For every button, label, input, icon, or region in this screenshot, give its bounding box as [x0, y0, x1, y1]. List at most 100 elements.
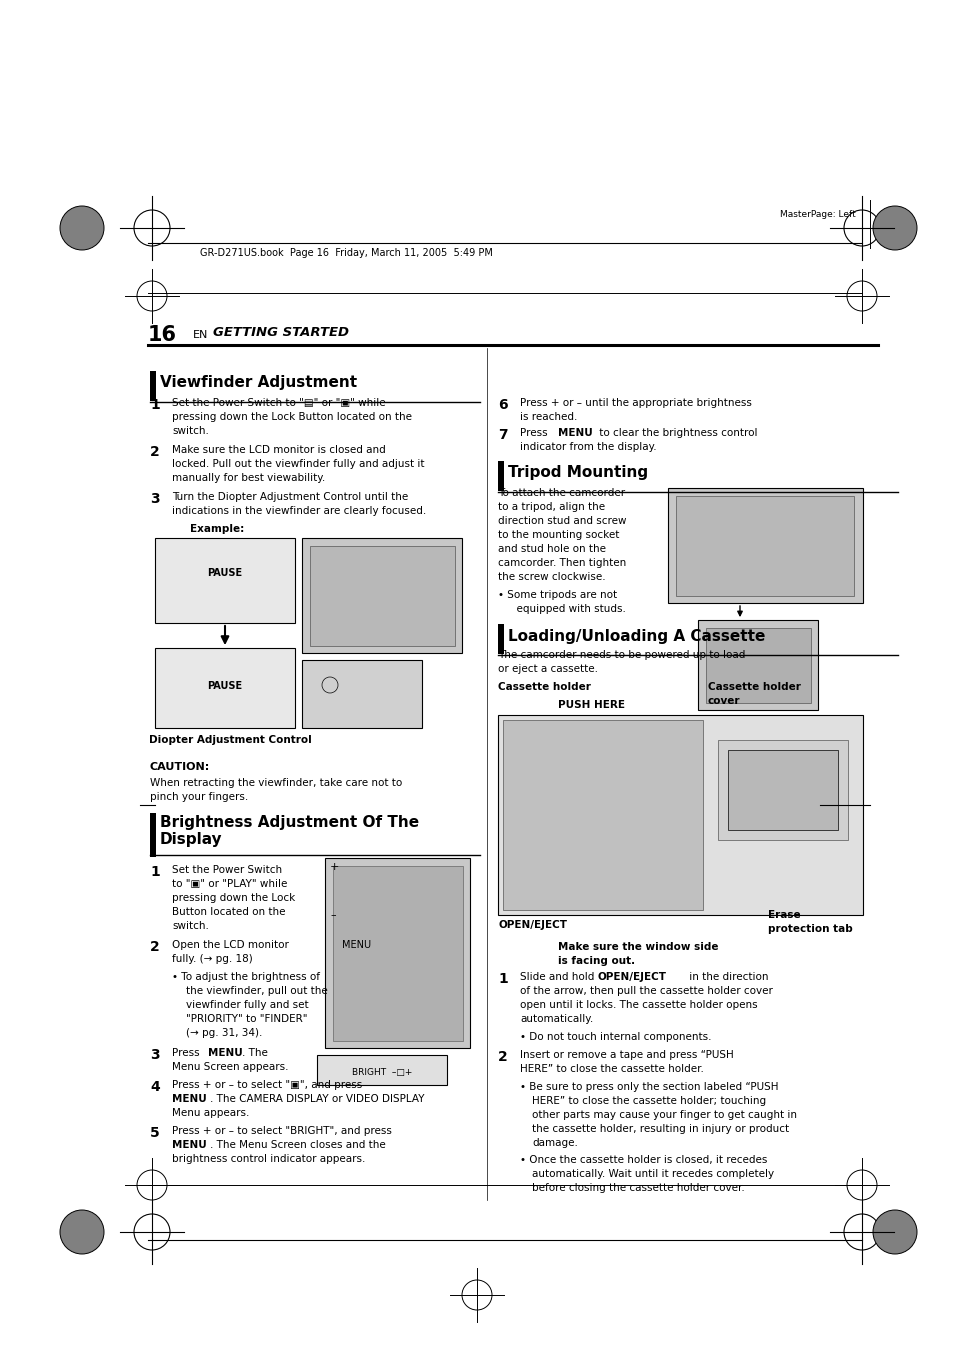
Text: 16: 16 — [148, 326, 177, 345]
Text: to clear the brightness control: to clear the brightness control — [596, 428, 757, 438]
Text: 4: 4 — [150, 1079, 159, 1094]
Text: Tripod Mounting: Tripod Mounting — [507, 466, 647, 481]
Text: Diopter Adjustment Control: Diopter Adjustment Control — [149, 735, 311, 744]
Text: is reached.: is reached. — [519, 412, 577, 422]
Text: HERE” to close the cassette holder; touching: HERE” to close the cassette holder; touc… — [532, 1096, 765, 1106]
Text: Make sure the window side: Make sure the window side — [558, 942, 718, 952]
Text: Menu appears.: Menu appears. — [172, 1108, 249, 1119]
Text: • Be sure to press only the section labeled “PUSH: • Be sure to press only the section labe… — [519, 1082, 778, 1092]
Text: MENU: MENU — [341, 940, 371, 950]
Bar — [497, 461, 503, 490]
Circle shape — [872, 205, 916, 250]
Bar — [497, 715, 862, 915]
Text: To attach the camcorder: To attach the camcorder — [497, 488, 624, 499]
Text: Example:: Example: — [190, 524, 244, 534]
Bar — [302, 538, 461, 653]
Bar — [154, 648, 294, 728]
Bar — [698, 620, 817, 711]
Bar — [325, 858, 470, 1048]
Text: pressing down the Lock Button located on the: pressing down the Lock Button located on… — [172, 412, 412, 422]
Text: MENU: MENU — [172, 1140, 207, 1150]
Text: Viewfinder Adjustment: Viewfinder Adjustment — [160, 376, 356, 390]
Text: . The: . The — [242, 1048, 268, 1058]
Text: open until it locks. The cassette holder opens: open until it locks. The cassette holder… — [519, 1000, 757, 1011]
Bar — [333, 866, 462, 1042]
Text: Brightness Adjustment Of The
Display: Brightness Adjustment Of The Display — [160, 815, 418, 847]
Text: other parts may cause your finger to get caught in: other parts may cause your finger to get… — [532, 1111, 796, 1120]
Text: GR-D271US.book  Page 16  Friday, March 11, 2005  5:49 PM: GR-D271US.book Page 16 Friday, March 11,… — [200, 249, 493, 258]
Text: Erase: Erase — [767, 911, 800, 920]
Bar — [150, 813, 156, 858]
Text: • To adjust the brightness of: • To adjust the brightness of — [172, 971, 319, 982]
Text: Insert or remove a tape and press “PUSH: Insert or remove a tape and press “PUSH — [519, 1050, 733, 1061]
Text: MENU: MENU — [172, 1094, 207, 1104]
Text: and stud hole on the: and stud hole on the — [497, 544, 605, 554]
Text: • Some tripods are not: • Some tripods are not — [497, 590, 617, 600]
Text: locked. Pull out the viewfinder fully and adjust it: locked. Pull out the viewfinder fully an… — [172, 459, 424, 469]
Text: automatically. Wait until it recedes completely: automatically. Wait until it recedes com… — [532, 1169, 773, 1179]
Text: HERE” to close the cassette holder.: HERE” to close the cassette holder. — [519, 1065, 703, 1074]
Text: to the mounting socket: to the mounting socket — [497, 530, 618, 540]
Text: MasterPage: Left: MasterPage: Left — [780, 209, 855, 219]
Text: Press: Press — [519, 428, 550, 438]
Text: Menu Screen appears.: Menu Screen appears. — [172, 1062, 288, 1071]
Bar — [310, 546, 455, 646]
Text: OPEN/EJECT: OPEN/EJECT — [497, 920, 566, 929]
Text: 2: 2 — [497, 1050, 507, 1065]
Text: Loading/Unloading A Cassette: Loading/Unloading A Cassette — [507, 628, 764, 643]
Bar — [718, 740, 847, 840]
Text: . The Menu Screen closes and the: . The Menu Screen closes and the — [210, 1140, 385, 1150]
Text: 1: 1 — [150, 865, 159, 880]
Text: or eject a cassette.: or eject a cassette. — [497, 663, 598, 674]
Text: GETTING STARTED: GETTING STARTED — [213, 326, 349, 339]
Text: Make sure the LCD monitor is closed and: Make sure the LCD monitor is closed and — [172, 444, 385, 455]
Text: PAUSE: PAUSE — [207, 681, 242, 690]
Text: cover: cover — [707, 696, 740, 707]
Text: Turn the Diopter Adjustment Control until the: Turn the Diopter Adjustment Control unti… — [172, 492, 408, 503]
Text: BRIGHT  –□+: BRIGHT –□+ — [352, 1067, 412, 1077]
Bar — [676, 496, 853, 596]
Text: • Do not touch internal components.: • Do not touch internal components. — [519, 1032, 711, 1042]
Text: • Once the cassette holder is closed, it recedes: • Once the cassette holder is closed, it… — [519, 1155, 766, 1165]
Circle shape — [872, 1210, 916, 1254]
Text: "PRIORITY" to "FINDER": "PRIORITY" to "FINDER" — [186, 1015, 307, 1024]
Text: MENU: MENU — [208, 1048, 242, 1058]
Text: pinch your fingers.: pinch your fingers. — [150, 792, 248, 802]
Text: +: + — [330, 862, 339, 871]
Bar — [667, 488, 862, 603]
Text: viewfinder fully and set: viewfinder fully and set — [186, 1000, 309, 1011]
Text: 3: 3 — [150, 1048, 159, 1062]
Text: Slide and hold: Slide and hold — [519, 971, 597, 982]
Circle shape — [60, 1210, 104, 1254]
Text: the cassette holder, resulting in injury or product: the cassette holder, resulting in injury… — [532, 1124, 788, 1133]
Text: CAUTION:: CAUTION: — [150, 762, 210, 771]
Text: Cassette holder: Cassette holder — [707, 682, 800, 692]
Text: 6: 6 — [497, 399, 507, 412]
Text: to "▣" or "PLAY" while: to "▣" or "PLAY" while — [172, 880, 287, 889]
Text: OPEN/EJECT: OPEN/EJECT — [598, 971, 666, 982]
Bar — [705, 628, 810, 703]
Text: 2: 2 — [150, 940, 159, 954]
Bar — [497, 624, 503, 654]
Text: the viewfinder, pull out the: the viewfinder, pull out the — [186, 986, 328, 996]
Text: in the direction: in the direction — [685, 971, 768, 982]
Text: to a tripod, align the: to a tripod, align the — [497, 503, 604, 512]
Text: 1: 1 — [150, 399, 159, 412]
Circle shape — [60, 205, 104, 250]
Bar — [316, 1055, 447, 1085]
Text: automatically.: automatically. — [519, 1015, 593, 1024]
Text: damage.: damage. — [532, 1138, 578, 1148]
Text: Button located on the: Button located on the — [172, 907, 285, 917]
Text: direction stud and screw: direction stud and screw — [497, 516, 626, 526]
Text: PAUSE: PAUSE — [207, 567, 242, 578]
Bar — [150, 372, 156, 401]
Text: The camcorder needs to be powered up to load: The camcorder needs to be powered up to … — [497, 650, 744, 661]
Text: EN: EN — [193, 330, 208, 340]
Text: 2: 2 — [150, 444, 159, 459]
Text: brightness control indicator appears.: brightness control indicator appears. — [172, 1154, 365, 1165]
Text: switch.: switch. — [172, 426, 209, 436]
Text: (→ pg. 31, 34).: (→ pg. 31, 34). — [186, 1028, 262, 1038]
Text: . The CAMERA DISPLAY or VIDEO DISPLAY: . The CAMERA DISPLAY or VIDEO DISPLAY — [210, 1094, 424, 1104]
Text: before closing the cassette holder cover.: before closing the cassette holder cover… — [532, 1183, 744, 1193]
Text: protection tab: protection tab — [767, 924, 852, 934]
